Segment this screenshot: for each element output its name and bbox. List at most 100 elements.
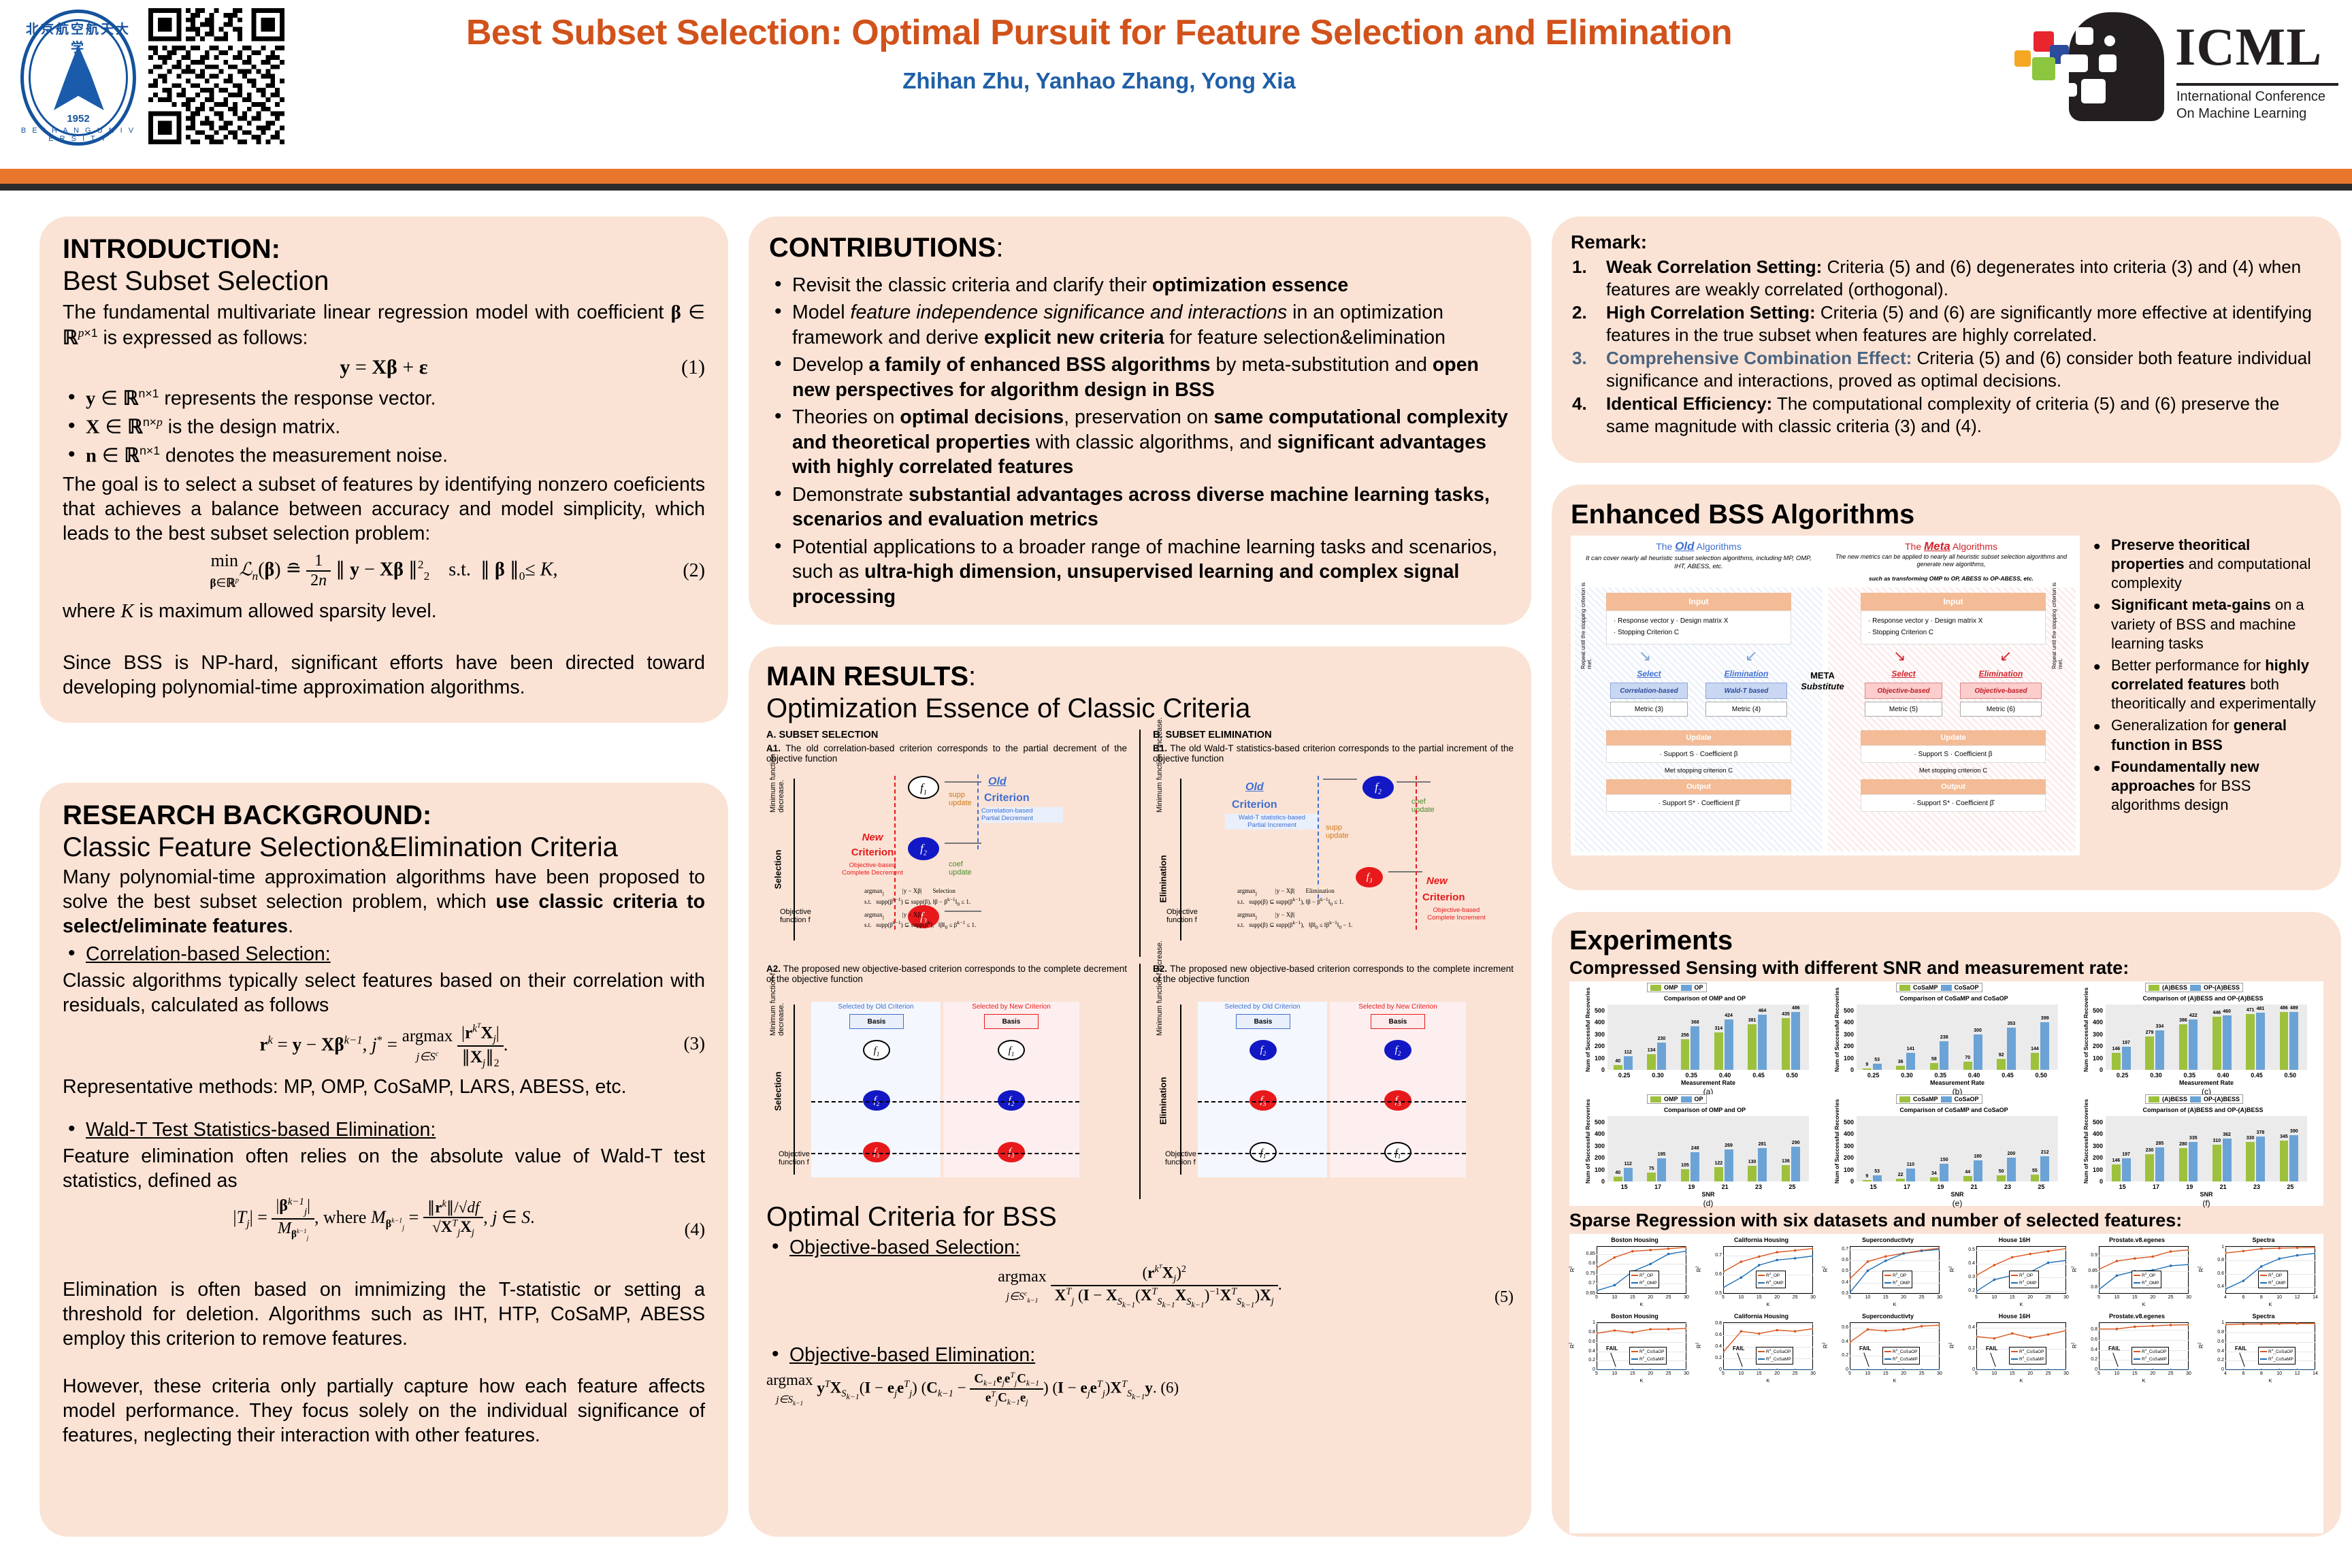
axis-line <box>794 779 795 941</box>
legend-label: R2_CoSaMP <box>2019 1355 2044 1362</box>
chart-title: Comparison of CoSaMP and CoSaOP <box>1899 995 2008 1002</box>
line-chart: Spectra 0 0.2 0.4 0.6 0.8 1 R2 4 6 8 10 12 14 K R2_CoSa… <box>2198 1313 2325 1386</box>
y-tick-label: 0.85 <box>2088 1269 2097 1274</box>
legend-swatch <box>2149 1096 2159 1102</box>
logo-english-name: B E I H A N G U N I V E R S I T Y <box>20 127 136 143</box>
equation-4: |Tj| = |βk−1j| Mβk−1j, where Mβk−1j = ∥rk… <box>233 1196 705 1241</box>
chart-legend: (A)BESS OP-(A)BESS <box>2145 983 2244 992</box>
axis-caption-objective: Objective function f <box>1166 908 1198 924</box>
x-tick-label: 0.50 <box>1786 1072 1799 1079</box>
axis-caption-objective: Objective function f <box>1165 1150 1196 1166</box>
remark-number: 1. <box>1572 257 1587 277</box>
meta-input-body: · Response vector y · Design matrix X · … <box>1861 610 2046 644</box>
legend-swatch <box>1899 984 1910 991</box>
y-tick-label: 0 <box>1850 1178 1854 1185</box>
label-new-criterion-2: Criterion <box>851 847 894 858</box>
bar <box>1724 1149 1733 1181</box>
remark-text: Criteria (5) and (6) degenerates into cr… <box>1606 257 2302 299</box>
old-update-body: · Support S · Coefficient β <box>1606 745 1791 763</box>
enhanced-heading: Enhanced BSS Algorithms <box>1571 500 1915 529</box>
x-tick-label: 25 <box>2168 1295 2174 1300</box>
legend-swatch <box>1758 1351 1765 1353</box>
y-tick-label: 400 <box>1843 1019 1854 1026</box>
gridline <box>2225 1260 2315 1262</box>
list-item: Develop a family of enhanced BSS algorit… <box>769 351 1511 402</box>
introduction-panel: INTRODUCTION: Best Subset Selection The … <box>39 216 728 723</box>
panel-label: (f) <box>2202 1198 2210 1208</box>
x-tick-label: 30 <box>1684 1371 1689 1376</box>
meta-output-body: · Support S* · Coefficient β̂ <box>1861 794 2046 812</box>
y-tick-label: 0.2 <box>1968 1288 1975 1293</box>
remark-item: 2. High Correlation Setting: Criteria (5)… <box>1571 301 2322 346</box>
bar-value-label: 36 <box>1897 1059 1904 1064</box>
meta-input-header: Input <box>1861 593 2046 610</box>
bar <box>2289 1134 2299 1181</box>
diagram-panel-B: B. SUBSET ELIMINATION B1. The old Wald-T… <box>1153 730 1514 764</box>
y-tick-label: 0.8 <box>1715 1320 1722 1326</box>
bar-value-label: 481 <box>2256 1007 2265 1012</box>
x-tick-label: 15 <box>2132 1295 2138 1300</box>
bar <box>1906 1168 1915 1181</box>
icml-logo: ICML International Conference On Machine… <box>2014 7 2341 153</box>
chart-legend: R2_CoSaOP R2_CoSaMP <box>2258 1347 2296 1365</box>
y-tick-label: 0.6 <box>1715 1332 1722 1337</box>
x-tick-label: 17 <box>2152 1183 2159 1190</box>
bar-value-label: 280 <box>2179 1142 2187 1147</box>
x-tick-label: 5 <box>1722 1295 1725 1300</box>
x-tick-label: 0.45 <box>1752 1072 1765 1079</box>
legend-swatch <box>1631 1282 1638 1284</box>
background-bullet-2: Wald-T Test Statistics-based Elimination… <box>63 1116 705 1143</box>
equation-5-number: (5) <box>1494 1288 1514 1307</box>
legend-label: R2_OMP <box>2268 1279 2286 1286</box>
label-old-criterion: Criterion <box>1232 799 1277 811</box>
bullet-correlation-selection: Correlation-based Selection: <box>86 943 331 965</box>
y-tick-label: 0.6 <box>2091 1337 2097 1342</box>
background-paragraph-2: Classic algorithms typically select feat… <box>63 970 705 1017</box>
equation-1-number: (1) <box>681 356 705 379</box>
gridline <box>1597 1370 1686 1371</box>
x-tick-label: 25 <box>1788 1183 1796 1190</box>
x-tick-label: 15 <box>1756 1371 1762 1376</box>
x-tick-label: 0.40 <box>1718 1072 1731 1079</box>
background-p1-b: use classic criteria to select/eliminate… <box>63 890 705 937</box>
list-item: Demonstrate substantial advantages acros… <box>769 481 1511 532</box>
contributions-heading-text: CONTRIBUTIONS <box>769 233 996 263</box>
x-tick-label: 4 <box>2224 1371 2227 1376</box>
bar-value-label: 9 <box>1865 1062 1869 1068</box>
bar <box>1623 1168 1633 1181</box>
y-axis-label: R2 <box>1569 1342 1576 1349</box>
equation-1: y = Xβ + ε (1) <box>340 356 705 379</box>
series-lines <box>1976 1329 2066 1370</box>
x-axis-label: Measurement Rate <box>1929 1079 1985 1086</box>
x-tick-label: 10 <box>1991 1371 1997 1376</box>
y-tick-label: 0.7 <box>1715 1253 1722 1258</box>
x-tick-label: 25 <box>1665 1295 1671 1300</box>
y-axis-label: Num of Successful Recoveries <box>1584 987 1591 1073</box>
x-tick-label: 30 <box>2063 1295 2069 1300</box>
legend-swatch <box>2134 1351 2140 1353</box>
bar-value-label: 110 <box>1906 1162 1915 1167</box>
introduction-subheading: Best Subset Selection <box>63 266 329 296</box>
qr-code[interactable] <box>148 8 284 144</box>
legend-label: R2_OP <box>2019 1272 2034 1279</box>
old-met-stop-label: Met stopping criterion C <box>1664 767 1733 774</box>
legend-swatch <box>2190 984 2202 991</box>
x-tick-label: 20 <box>2027 1295 2034 1300</box>
x-axis-label: K <box>1766 1301 1770 1307</box>
chart-legend: R2_OP R2_OMP <box>2009 1271 2039 1288</box>
y-axis-label: R2 <box>2198 1342 2205 1349</box>
x-tick-label: 30 <box>1810 1295 1816 1300</box>
y-tick-label: 0.8 <box>2217 1258 2224 1263</box>
y-axis-label: R2 <box>1948 1342 1956 1349</box>
bar <box>2007 1158 2016 1181</box>
bar <box>1690 1152 1700 1181</box>
x-tick-label: 15 <box>2009 1295 2015 1300</box>
x-axis-label: K <box>2268 1377 2272 1384</box>
x-tick-label: 0.50 <box>2284 1072 2297 1079</box>
legend-swatch <box>1631 1275 1638 1277</box>
y-tick-label: 100 <box>1594 1054 1605 1062</box>
background-subheading: Classic Feature Selection&Elimination Cr… <box>63 832 618 862</box>
list-item: Revisit the classic criteria and clarify… <box>769 272 1511 298</box>
x-tick-label: 0.50 <box>2035 1072 2048 1079</box>
gridline <box>1597 1341 1686 1343</box>
